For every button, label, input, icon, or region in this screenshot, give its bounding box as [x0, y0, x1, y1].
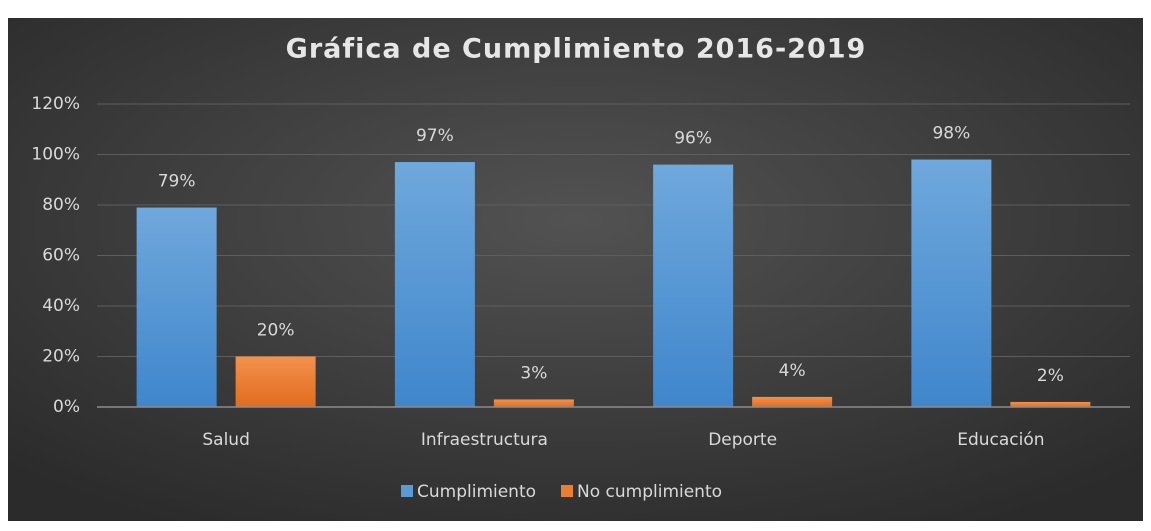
x-tick-label: Salud — [202, 430, 250, 450]
bar — [394, 162, 475, 407]
x-tick-label: Infraestructura — [421, 430, 548, 450]
data-label: 97% — [416, 126, 454, 146]
legend-label: No cumplimiento — [577, 482, 722, 502]
y-tick-label: 100% — [31, 145, 80, 165]
y-tick-label: 0% — [53, 397, 80, 417]
data-label: 2% — [1037, 366, 1064, 386]
bar — [1010, 401, 1091, 407]
data-label: 4% — [779, 361, 806, 381]
bar — [653, 164, 734, 407]
y-tick-label: 80% — [42, 195, 80, 215]
data-label: 96% — [674, 129, 712, 149]
chart-title: Gráfica de Cumplimiento 2016-2019 — [286, 34, 867, 65]
data-label: 20% — [257, 321, 295, 341]
bar — [911, 159, 992, 407]
bar — [235, 356, 316, 407]
data-label: 79% — [158, 172, 196, 192]
y-tick-label: 60% — [42, 246, 80, 266]
y-tick-label: 120% — [31, 94, 80, 114]
x-tick-label: Educación — [957, 430, 1044, 450]
data-label: 3% — [520, 363, 547, 383]
bar — [136, 207, 217, 407]
y-tick-label: 40% — [42, 296, 80, 316]
data-label: 98% — [932, 124, 970, 144]
legend-swatch — [561, 485, 573, 497]
legend-swatch — [401, 485, 413, 497]
bar — [493, 399, 574, 407]
legend-label: Cumplimiento — [417, 482, 536, 502]
y-tick-label: 20% — [42, 347, 80, 367]
bar — [752, 396, 833, 407]
x-tick-label: Deporte — [708, 430, 777, 450]
